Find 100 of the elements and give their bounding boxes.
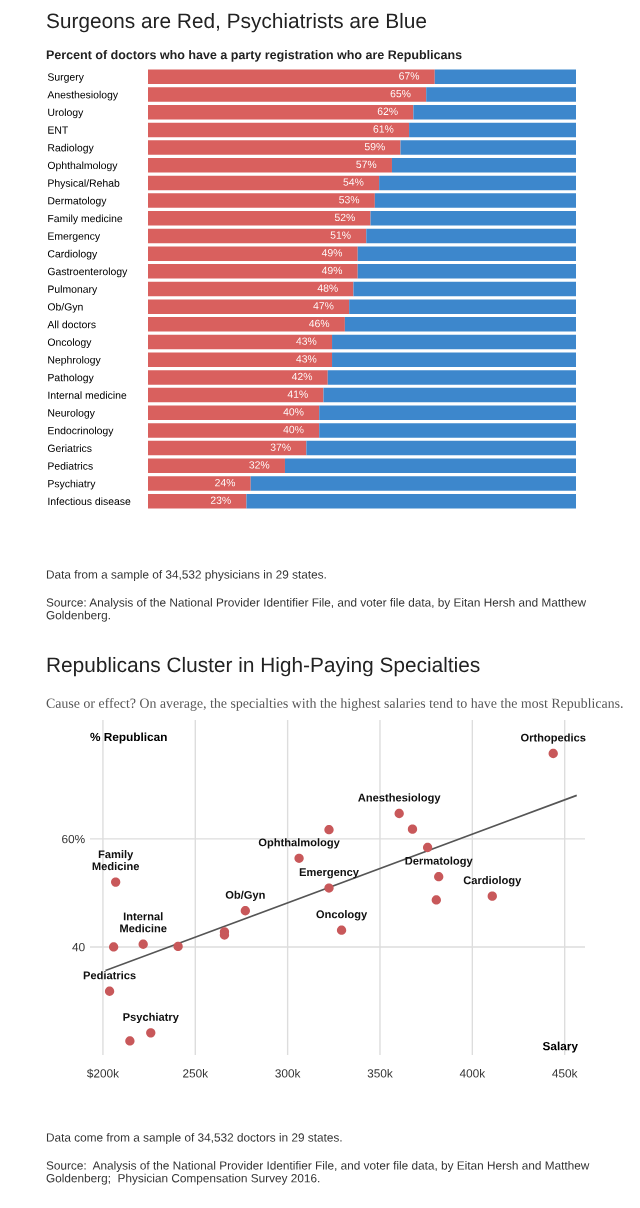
y-tick-label: All doctors [47,320,96,329]
bar [148,317,345,332]
data-label: 23% [210,496,231,504]
point [548,748,558,759]
point [104,986,115,996]
y-tick-label: Oncology [47,338,92,348]
bar [357,246,576,261]
bar [148,175,380,191]
bar [148,264,358,279]
bar [148,352,333,367]
y-tick-label: 40 [72,942,85,952]
bar [332,334,576,350]
point [434,872,444,882]
data-label: 46% [309,319,330,328]
x-tick-label: 350k [367,1068,393,1078]
y-tick-label: Family medicine [48,214,123,225]
bar [148,228,367,244]
data-label: 47% [313,302,334,310]
annotation: Emergency [299,868,359,879]
bar [374,193,576,208]
data-label: 43% [296,355,317,363]
point [394,808,404,819]
data-label: 41% [287,390,308,398]
annotation: Cardiology [463,876,522,887]
bar [148,122,410,138]
x-tick-label: $200k [86,1068,120,1079]
bar [391,157,576,173]
y-tick-label: ENT [48,126,69,134]
bar [426,87,576,102]
chart-subtitle: Cause or effect? On average, the specialties with the highest salaries tend to have the most Republicans. [46,698,623,711]
bar [319,423,576,438]
bar [353,281,576,297]
chart-subtitle: Percent of doctors who have a party registration who are Republicans [46,50,462,62]
bar [327,370,576,385]
annotation: Ophthalmology [258,838,340,849]
bar [148,87,427,102]
annotation: Oncology [316,910,368,921]
y-tick-label: Endocrinology [48,426,114,437]
y-tick-label: Geriatrics [47,444,92,452]
y-axis-title: % Republican [90,732,167,744]
point [125,1036,135,1046]
text: Data from a sample of 34,532 physicians in 29 states. [46,570,326,582]
bar [306,440,576,456]
bar [323,387,576,403]
annotation: Orthopedics [520,733,586,744]
annotation: Internal Medicine [120,912,167,933]
bar [148,193,375,208]
bar [148,104,414,120]
x-axis-title: Salary [542,1041,578,1053]
bar [148,476,251,491]
data-label: 53% [339,196,360,204]
bar [357,264,576,279]
chart-title: Surgeons are Red, Psychiatrists are Blue [46,12,427,33]
point [108,942,119,952]
data-label: 59% [364,142,385,151]
y-tick-label: Radiology [48,143,94,154]
x-tick-label: 300k [275,1068,301,1078]
x-tick-label: 250k [183,1068,209,1078]
bar [246,493,576,509]
bar [148,387,324,403]
bar [148,157,392,173]
y-tick-label: Neurology [48,408,95,419]
y-tick-label: Dermatology [48,196,107,207]
y-tick-label: Pulmonary [48,285,98,295]
bar [148,69,435,85]
bar [370,211,576,226]
bar [148,140,401,155]
y-tick-label: Internal medicine [48,391,127,399]
bar [148,458,285,474]
data-label: 54% [343,178,364,186]
data-label: 57% [356,160,377,169]
bar [148,334,333,350]
point [138,939,148,949]
point [111,877,121,887]
data-label: 52% [334,213,355,222]
point [422,842,433,853]
bar [344,317,576,332]
y-tick-label: Pediatrics [48,462,93,470]
data-label: 40% [283,425,304,434]
bar [148,299,350,314]
bar [148,370,328,385]
bar [319,405,576,421]
annotation: Dermatology [405,856,473,867]
point [324,825,334,835]
bar [379,175,576,191]
y-tick-label: Cardiology [47,249,98,260]
data-label: 40% [283,408,304,416]
y-tick-label: 60% [62,834,85,844]
y-tick-label: Emergency [48,232,101,242]
x-tick-label: 400k [459,1068,486,1078]
y-tick-label: Infectious disease [48,497,131,506]
point [407,824,418,834]
bar [148,440,307,456]
y-tick-label: Surgery [47,73,84,83]
bar [332,352,576,367]
point [324,883,334,893]
bar [409,122,576,138]
data-label: 48% [317,284,338,292]
source-note: Source: Analysis of the National Provider Identifier File, and voter file data, by Eitan Hersh and Matthew Goldenberg. [46,598,587,622]
data-label: 49% [321,266,343,275]
